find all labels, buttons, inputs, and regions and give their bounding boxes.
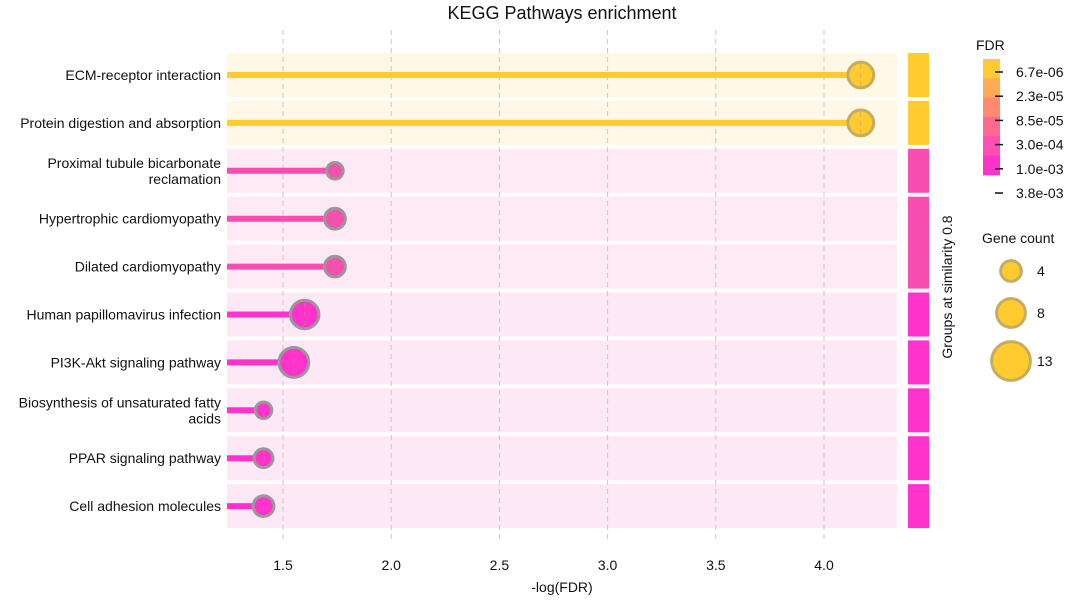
y-tick-label: PPAR signaling pathway xyxy=(69,450,221,466)
row-band xyxy=(227,484,897,529)
fdr-tick-label: 8.5e-05 xyxy=(1016,112,1064,128)
fdr-color-segment xyxy=(983,136,1000,156)
size-legend: 4 8 13 xyxy=(990,259,1053,382)
row-band xyxy=(227,340,897,385)
size-legend-marker xyxy=(999,259,1023,283)
y-tick-label: ECM-receptor interaction xyxy=(65,67,221,83)
y-tick-label: Hypertrophic cardiomyopathy xyxy=(39,211,221,227)
group-strip-segment xyxy=(908,196,929,289)
marker xyxy=(325,161,345,181)
y-tick-label-line: Cell adhesion molecules xyxy=(69,498,221,514)
y-tick-label-line: Protein digestion and absorption xyxy=(20,115,221,131)
marker xyxy=(252,447,275,470)
chart-title: KEGG Pathways enrichment xyxy=(447,3,676,23)
y-tick-label-line: Hypertrophic cardiomyopathy xyxy=(39,211,221,227)
fdr-color-segment xyxy=(983,155,1000,176)
fdr-tick-label: 2.3e-05 xyxy=(1016,88,1064,104)
lollipop-markers xyxy=(251,60,876,518)
x-tick-label: 2.5 xyxy=(490,557,510,573)
y-tick-label-line: Human papillomavirus infection xyxy=(26,307,221,323)
x-tick-label: 3.0 xyxy=(598,557,618,573)
size-legend-title: Gene count xyxy=(982,230,1054,246)
size-legend-label: 4 xyxy=(1037,263,1045,279)
size-legend-label: 8 xyxy=(1037,305,1045,321)
size-legend-label: 13 xyxy=(1037,353,1053,369)
y-tick-label-line: Biosynthesis of unsaturated fatty xyxy=(19,394,221,410)
fdr-tick-label: 6.7e-06 xyxy=(1016,64,1064,80)
y-tick-label: Biosynthesis of unsaturated fatty acids xyxy=(19,394,221,426)
group-strip-segment xyxy=(908,148,929,193)
y-tick-label-line: PPAR signaling pathway xyxy=(69,450,221,466)
x-tick-label: 4.0 xyxy=(814,557,834,573)
group-strip-segment xyxy=(908,53,929,97)
y-tick-label-line: ECM-receptor interaction xyxy=(65,67,221,83)
row-band xyxy=(227,436,897,481)
y-tick-label: Protein digestion and absorption xyxy=(20,115,221,131)
fdr-color-segment xyxy=(983,59,1000,79)
y-tick-labels: ECM-receptor interaction Protein digestio… xyxy=(19,67,222,514)
group-strip xyxy=(908,53,929,529)
fdr-color-segment xyxy=(983,78,1000,99)
group-strip-segment xyxy=(908,340,929,385)
fdr-legend: 6.7e-06 2.3e-05 8.5e-05 3.0e-04 1.0e-03 3.8e-… xyxy=(983,59,1064,201)
marker xyxy=(323,206,347,231)
x-gridlines xyxy=(282,30,825,540)
y-tick-label: Dilated cardiomyopathy xyxy=(75,259,221,275)
y-tick-label-line: reclamation xyxy=(149,171,221,187)
y-tick-label-line: acids xyxy=(188,410,221,426)
row-band xyxy=(227,292,897,337)
x-axis-label: -log(FDR) xyxy=(531,579,592,595)
y-tick-label-line: PI3K-Akt signaling pathway xyxy=(51,354,221,370)
group-strip-segment xyxy=(908,100,929,145)
y-tick-label: Cell adhesion molecules xyxy=(69,498,221,514)
y-tick-label-line: Dilated cardiomyopathy xyxy=(75,259,221,275)
marker xyxy=(253,400,274,421)
marker xyxy=(323,254,347,279)
fdr-tick-label: 3.8e-03 xyxy=(1016,185,1064,201)
x-tick-labels: 1.5 2.0 2.5 3.0 3.5 4.0 xyxy=(273,557,834,573)
fdr-tick-label: 1.0e-03 xyxy=(1016,161,1064,177)
group-strip-segment xyxy=(908,292,929,337)
y-tick-label-line: Proximal tubule bicarbonate xyxy=(47,155,221,171)
x-tick-label: 2.0 xyxy=(381,557,401,573)
group-strip-label: Groups at similarity 0.8 xyxy=(939,215,955,358)
y-tick-label: Proximal tubule bicarbonate reclamation xyxy=(47,155,221,187)
row-band xyxy=(227,388,897,433)
group-strip-segment xyxy=(908,388,929,433)
fdr-color-segment xyxy=(983,116,1000,137)
x-tick-label: 3.5 xyxy=(706,557,726,573)
y-tick-label: PI3K-Akt signaling pathway xyxy=(51,354,221,370)
fdr-tick-label: 3.0e-04 xyxy=(1016,137,1064,153)
y-tick-label: Human papillomavirus infection xyxy=(26,307,221,323)
fdr-color-segment xyxy=(983,97,1000,118)
fdr-legend-title: FDR xyxy=(976,37,1005,53)
size-legend-marker xyxy=(990,340,1032,382)
marker xyxy=(251,494,276,518)
group-strip-segment xyxy=(908,436,929,481)
size-legend-marker xyxy=(995,297,1027,329)
group-strip-segment xyxy=(908,484,929,529)
x-tick-label: 1.5 xyxy=(273,557,293,573)
